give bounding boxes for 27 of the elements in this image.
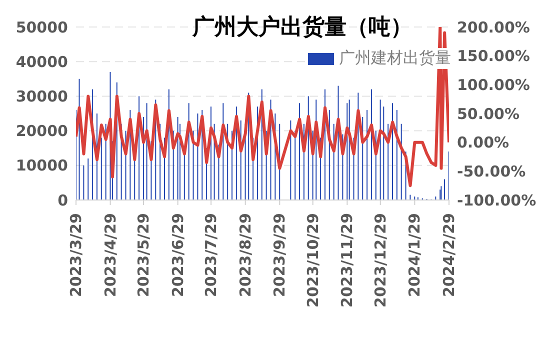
y2-tick-label: 150.00% xyxy=(457,47,530,66)
legend-label: 广州建材出货量 xyxy=(339,48,451,69)
y-tick-label: 10000 xyxy=(16,156,68,175)
x-tick-label: 2023/9/29 xyxy=(270,213,289,298)
x-tick-label: 2023/10/29 xyxy=(304,213,322,308)
x-tick-label: 2024/2/29 xyxy=(440,213,458,298)
y-tick-label: 30000 xyxy=(16,88,68,106)
x-tick-label: 2023/8/29 xyxy=(236,213,254,298)
y-tick-label: 50000 xyxy=(16,18,68,36)
y-tick-label: 40000 xyxy=(16,52,68,71)
x-tick-label: 2024/1/29 xyxy=(406,213,424,298)
x-tick-label: 2023/7/29 xyxy=(202,213,220,298)
chart-title: 广州大户出货量（吨） xyxy=(192,14,412,40)
x-tick-label: 2023/12/29 xyxy=(371,213,390,308)
y2-tick-label: 0.00% xyxy=(457,134,510,152)
y2-tick-label: -100.00% xyxy=(457,191,536,210)
x-tick-label: 2023/11/29 xyxy=(338,213,356,308)
x-tick-label: 2023/5/29 xyxy=(134,213,153,298)
x-tick-label: 2023/4/29 xyxy=(101,213,120,298)
y2-tick-label: 50.00% xyxy=(457,104,520,123)
x-tick-label: 2023/3/29 xyxy=(67,213,85,298)
y2-tick-label: 100.00% xyxy=(457,76,530,94)
y2-tick-label: -50.00% xyxy=(457,162,526,180)
x-tick-label: 2023/6/29 xyxy=(168,213,187,298)
y2-tick-label: 200.00% xyxy=(457,18,530,36)
y-tick-label: 0 xyxy=(58,191,68,210)
y-tick-label: 20000 xyxy=(16,122,68,140)
